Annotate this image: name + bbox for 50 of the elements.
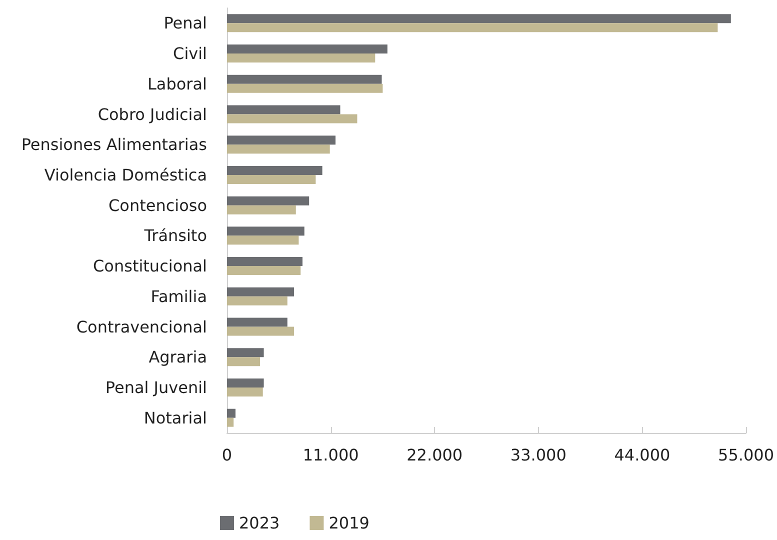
y-tick-label: Contencioso bbox=[108, 196, 207, 215]
bar bbox=[227, 357, 260, 366]
bar bbox=[227, 205, 296, 214]
y-tick-label: Laboral bbox=[148, 74, 207, 94]
legend-label: 2023 bbox=[239, 514, 280, 532]
bar bbox=[227, 166, 322, 175]
bar bbox=[227, 14, 731, 24]
bar bbox=[227, 266, 301, 276]
bar bbox=[227, 408, 236, 418]
y-tick-label: Penal bbox=[164, 14, 207, 33]
y-tick-label: Tránsito bbox=[143, 226, 207, 246]
y-tick-label: Notarial bbox=[144, 408, 207, 428]
x-tick-label: 33.000 bbox=[510, 446, 566, 464]
bar bbox=[227, 74, 382, 84]
legend-label: 2019 bbox=[328, 514, 370, 532]
y-tick-label: Agraria bbox=[148, 348, 207, 367]
bar bbox=[227, 318, 288, 327]
y-tick-label: Pensiones Alimentarias bbox=[21, 135, 207, 154]
x-tick-label: 44.000 bbox=[614, 446, 670, 464]
bar bbox=[227, 226, 304, 236]
x-tick-label: 0 bbox=[222, 446, 232, 464]
bar bbox=[227, 296, 288, 306]
y-tick-label: Civil bbox=[173, 44, 207, 64]
bar bbox=[227, 378, 264, 388]
y-tick-label: Contravencional bbox=[76, 317, 207, 336]
bar bbox=[227, 387, 263, 396]
bar bbox=[227, 136, 336, 145]
y-tick-label: Constitucional bbox=[93, 256, 207, 276]
bar bbox=[227, 44, 388, 54]
bar bbox=[227, 196, 310, 206]
bar bbox=[227, 174, 316, 184]
y-tick-label: Penal Juvenil bbox=[105, 378, 207, 397]
y-tick-label: Cobro Judicial bbox=[98, 104, 207, 124]
bar bbox=[227, 105, 340, 114]
x-tick-label: 11.000 bbox=[302, 446, 359, 464]
x-tick-label: 55.000 bbox=[718, 446, 774, 464]
bar bbox=[227, 144, 330, 154]
y-tick-label: Violencia Doméstica bbox=[44, 165, 207, 184]
bar bbox=[227, 23, 718, 32]
bar bbox=[227, 54, 376, 63]
bar bbox=[227, 326, 294, 336]
bar bbox=[227, 348, 264, 358]
bar bbox=[227, 257, 302, 266]
bar bbox=[227, 287, 294, 296]
x-tick-label: 22.000 bbox=[406, 446, 463, 464]
bar bbox=[227, 84, 383, 93]
bar bbox=[227, 114, 358, 124]
bar bbox=[227, 418, 234, 427]
bar bbox=[227, 236, 299, 245]
y-tick-label: Familia bbox=[150, 286, 207, 306]
